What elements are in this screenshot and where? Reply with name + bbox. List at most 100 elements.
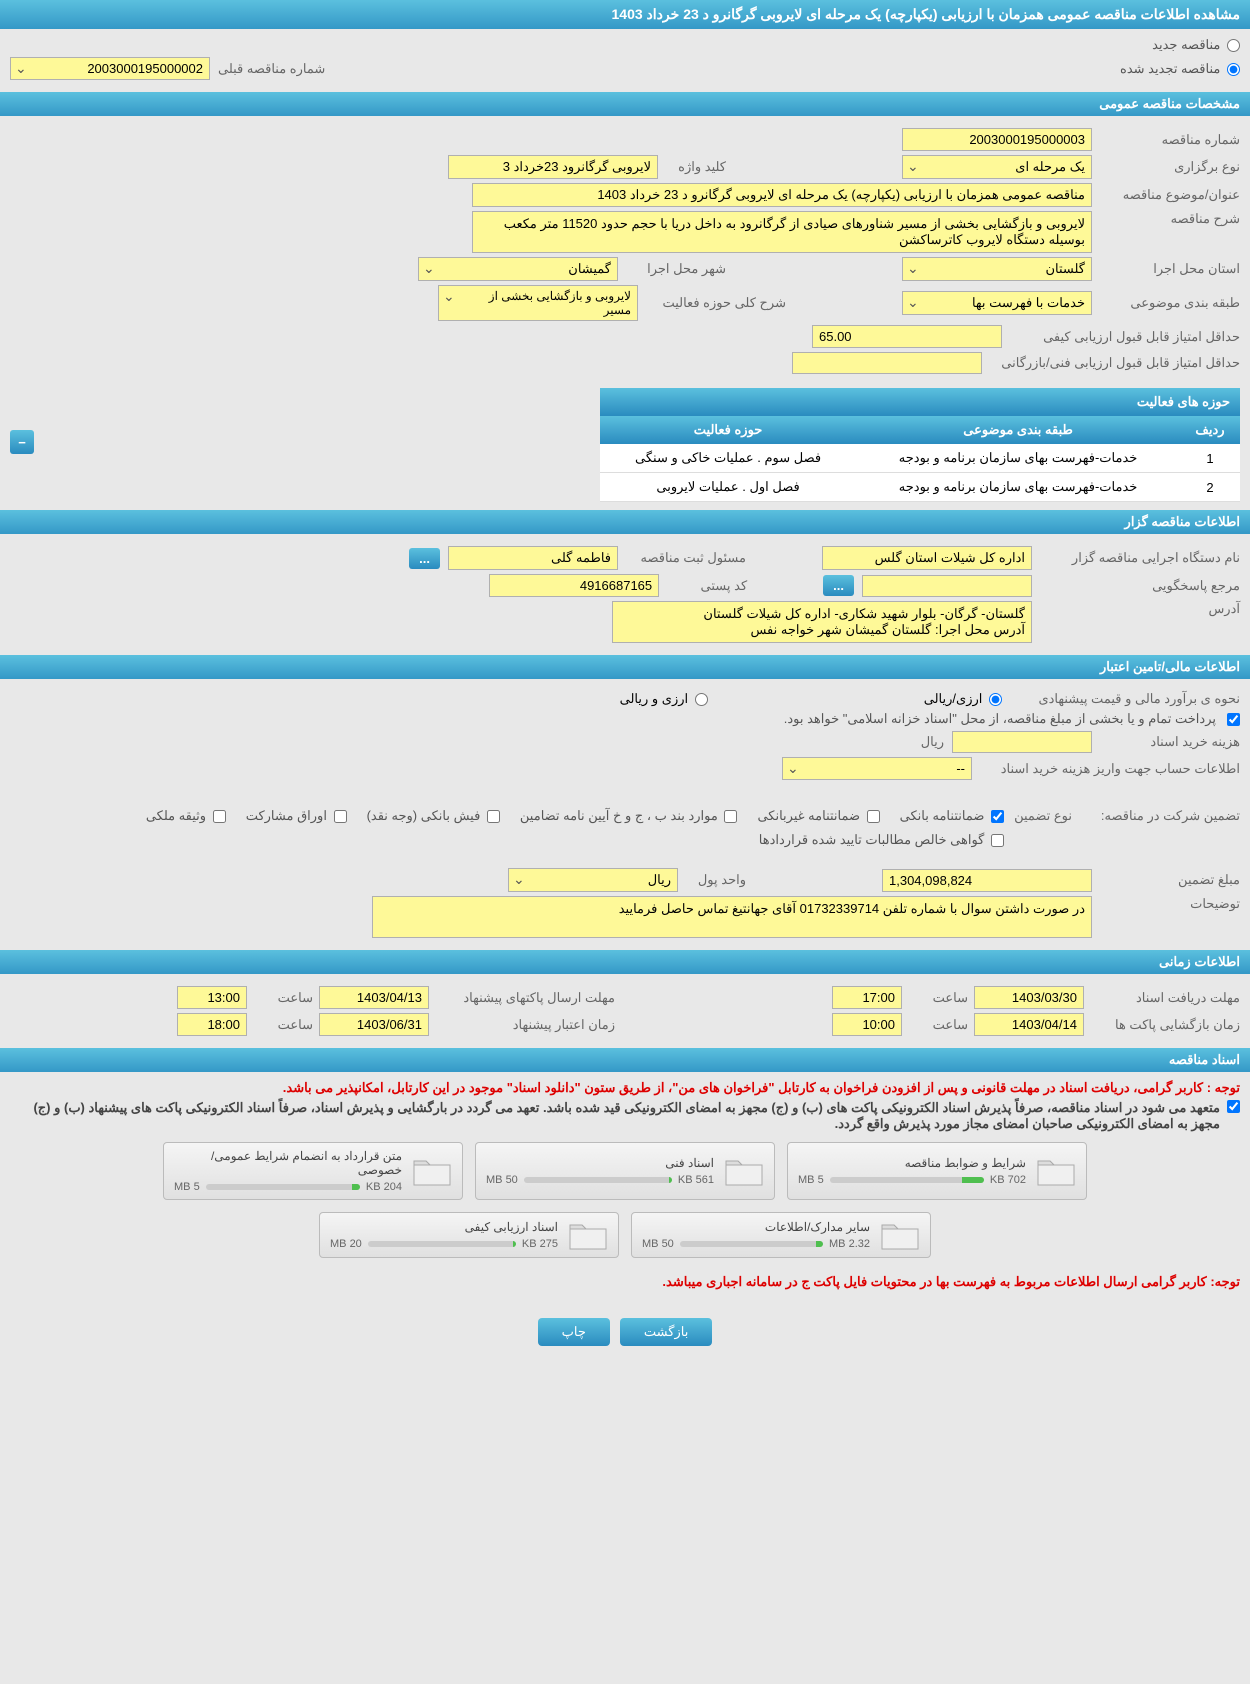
notes-field[interactable]: در صورت داشتن سوال با شماره تلفن 0173233… bbox=[372, 896, 1092, 938]
time-label-4: ساعت bbox=[253, 1017, 313, 1033]
general-info-section: شماره مناقصه 2003000195000003 نوع برگزار… bbox=[0, 116, 1250, 510]
currency-unit-select[interactable]: ریال bbox=[508, 868, 678, 892]
file-title: اسناد ارزیابی کیفی bbox=[330, 1220, 558, 1234]
cell: 2 bbox=[1180, 473, 1240, 502]
chk-property[interactable]: وثیقه ملکی bbox=[146, 808, 226, 824]
col-activity: حوزه فعالیت bbox=[600, 416, 856, 444]
file-max: 50 MB bbox=[642, 1238, 674, 1250]
file-size: 702 KB bbox=[990, 1174, 1026, 1186]
chk-clearance[interactable]: گواهی خالص مطالبات تایید شده قراردادها bbox=[759, 832, 1004, 848]
province-select[interactable]: گلستان bbox=[902, 257, 1092, 281]
file-size: 561 KB bbox=[678, 1174, 714, 1186]
city-select[interactable]: گمیشان bbox=[418, 257, 618, 281]
activity-desc-select[interactable]: لایروبی و بازگشایی بخشی از مسیر bbox=[438, 285, 638, 321]
col-category: طبقه بندی موضوعی bbox=[856, 416, 1180, 444]
section-owner-header: اطلاعات مناقصه گزار bbox=[0, 510, 1250, 534]
category-select[interactable]: خدمات با فهرست بها bbox=[902, 291, 1092, 315]
cell: خدمات-فهرست بهای سازمان برنامه و بودجه bbox=[856, 444, 1180, 473]
print-button[interactable]: چاپ bbox=[538, 1318, 610, 1346]
subject-label: عنوان/موضوع مناقصه bbox=[1100, 187, 1240, 203]
dots-button[interactable]: ... bbox=[409, 548, 440, 569]
renewed-tender-label: مناقصه تجدید شده bbox=[1120, 61, 1220, 76]
section-financial-header: اطلاعات مالی/تامین اعتبار bbox=[0, 655, 1250, 679]
commit-checkbox[interactable] bbox=[1227, 1100, 1240, 1113]
receive-time[interactable]: 17:00 bbox=[832, 986, 902, 1009]
keyword-label: کلید واژه bbox=[666, 159, 726, 175]
org-field: اداره کل شیلات استان گلس bbox=[822, 546, 1032, 570]
file-box[interactable]: اسناد فنی561 KB50 MB bbox=[475, 1142, 775, 1200]
min-tech-field[interactable] bbox=[792, 352, 982, 374]
address-field[interactable]: گلستان- گرگان- بلوار شهید شکاری- اداره ک… bbox=[612, 601, 1032, 643]
postal-field[interactable]: 4916687165 bbox=[489, 574, 659, 597]
send-time[interactable]: 13:00 bbox=[177, 986, 247, 1009]
file-max: 5 MB bbox=[798, 1174, 824, 1186]
time-label-1: ساعت bbox=[908, 990, 968, 1006]
table-row: 1 خدمات-فهرست بهای سازمان برنامه و بودجه… bbox=[600, 444, 1240, 473]
owner-section: نام دستگاه اجرایی مناقصه گزار اداره کل ش… bbox=[0, 534, 1250, 655]
send-date[interactable]: 1403/04/13 bbox=[319, 986, 429, 1009]
section-general-header: مشخصات مناقصه عمومی bbox=[0, 92, 1250, 116]
doc-cost-field[interactable] bbox=[952, 731, 1092, 753]
open-date[interactable]: 1403/04/14 bbox=[974, 1013, 1084, 1036]
type-select[interactable]: یک مرحله ای bbox=[902, 155, 1092, 179]
file-bar bbox=[524, 1177, 672, 1183]
file-size: 204 KB bbox=[366, 1181, 402, 1193]
file-boxes: شرایط و ضوابط مناقصه 702 KB 5 MB اسناد فنی5… bbox=[10, 1142, 1240, 1258]
cell: 1 bbox=[1180, 444, 1240, 473]
back-button[interactable]: بازگشت bbox=[620, 1318, 712, 1346]
rial-label: ارزی/ریالی bbox=[924, 691, 983, 706]
desc-field[interactable]: لایروبی و بازگشایی بخشی از مسیر شناورهای… bbox=[472, 211, 1092, 253]
response-field[interactable] bbox=[862, 575, 1032, 597]
button-row: بازگشت چاپ bbox=[0, 1318, 1250, 1346]
validity-time[interactable]: 18:00 bbox=[177, 1013, 247, 1036]
desc-label: شرح مناقصه bbox=[1100, 211, 1240, 227]
prev-tender-select[interactable]: 2003000195000002 bbox=[10, 57, 210, 80]
guarantee-label: تضمین شرکت در مناقصه: bbox=[1080, 808, 1240, 824]
file-size: 2.32 MB bbox=[829, 1238, 870, 1250]
receive-deadline-label: مهلت دریافت اسناد bbox=[1090, 990, 1240, 1006]
currency-radio[interactable]: ارزی و ریالی bbox=[620, 691, 708, 707]
currency-unit-label: واحد پول bbox=[686, 872, 746, 888]
activity-desc-label: شرح کلی حوزه فعالیت bbox=[646, 295, 786, 311]
file-bar bbox=[830, 1177, 984, 1183]
file-bar bbox=[368, 1241, 516, 1247]
file-box[interactable]: متن قرارداد به انضمام شرایط عمومی/خصوصی2… bbox=[163, 1142, 463, 1200]
file-size: 275 KB bbox=[522, 1238, 558, 1250]
province-label: استان محل اجرا bbox=[1100, 261, 1240, 277]
page-title: مشاهده اطلاعات مناقصه عمومی همزمان با ار… bbox=[0, 0, 1250, 29]
file-box[interactable]: سایر مدارک/اطلاعات2.32 MB50 MB bbox=[631, 1212, 931, 1258]
type-label: نوع برگزاری bbox=[1100, 159, 1240, 175]
file-title: شرایط و ضوابط مناقصه bbox=[798, 1156, 1026, 1170]
chk-shares[interactable]: اوراق مشارکت bbox=[246, 808, 347, 824]
new-tender-radio[interactable]: مناقصه جدید bbox=[1152, 37, 1240, 52]
validity-date[interactable]: 1403/06/31 bbox=[319, 1013, 429, 1036]
subject-field[interactable]: مناقصه عمومی همزمان با ارزیابی (یکپارچه)… bbox=[472, 183, 1092, 207]
address-label: آدرس bbox=[1040, 601, 1240, 617]
min-quality-field[interactable]: 65.00 bbox=[812, 325, 1002, 348]
prev-tender-label: شماره مناقصه قبلی bbox=[218, 61, 325, 77]
chk-bank[interactable]: ضمانتنامه بانکی bbox=[900, 808, 1004, 824]
tender-mode-section: مناقصه جدید مناقصه تجدید شده شماره مناقص… bbox=[0, 29, 1250, 92]
open-time[interactable]: 10:00 bbox=[832, 1013, 902, 1036]
file-bar bbox=[680, 1241, 823, 1247]
file-box[interactable]: شرایط و ضوابط مناقصه 702 KB 5 MB bbox=[787, 1142, 1087, 1200]
file-max: 5 MB bbox=[174, 1181, 200, 1193]
rial-radio[interactable]: ارزی/ریالی bbox=[924, 691, 1002, 707]
docs-notice1: توجه : کاربر گرامی، دریافت اسناد در مهلت… bbox=[10, 1080, 1240, 1096]
chk-items[interactable]: موارد بند ب ، ج و خ آیین نامه تضامین bbox=[520, 808, 738, 824]
cell: خدمات-فهرست بهای سازمان برنامه و بودجه bbox=[856, 473, 1180, 502]
folder-icon bbox=[1036, 1155, 1076, 1187]
chk-fish[interactable]: فیش بانکی (وجه نقد) bbox=[367, 808, 500, 824]
dots-button-2[interactable]: ... bbox=[823, 575, 854, 596]
receive-date[interactable]: 1403/03/30 bbox=[974, 986, 1084, 1009]
chk-nonbank[interactable]: ضمانتنامه غیربانکی bbox=[757, 808, 879, 824]
validity-label: زمان اعتبار پیشنهاد bbox=[435, 1017, 615, 1033]
file-box[interactable]: اسناد ارزیابی کیفی275 KB20 MB bbox=[319, 1212, 619, 1258]
treasury-checkbox[interactable] bbox=[1227, 713, 1240, 726]
renewed-tender-radio[interactable]: مناقصه تجدید شده bbox=[1120, 61, 1240, 77]
postal-label: کد پستی bbox=[667, 578, 747, 594]
minimize-icon[interactable]: − bbox=[10, 430, 34, 454]
keyword-field[interactable]: لایروبی گرگانرود 23خرداد 3 bbox=[448, 155, 658, 179]
amount-field[interactable]: 1,304,098,824 bbox=[882, 869, 1092, 892]
account-select[interactable]: -- bbox=[782, 757, 972, 780]
